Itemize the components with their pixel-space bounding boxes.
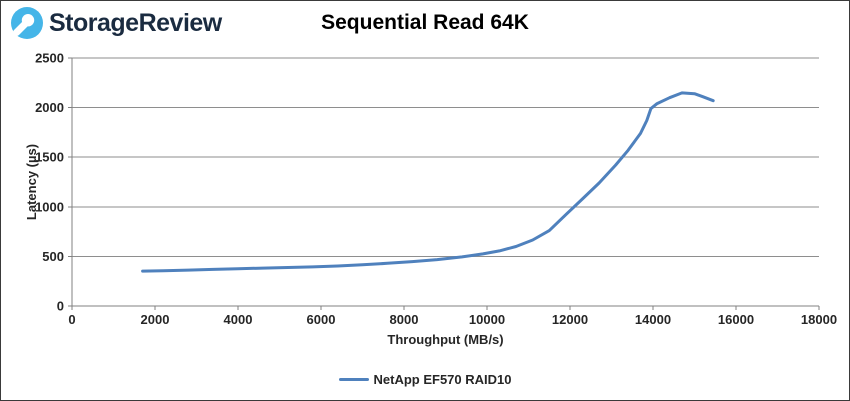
chart-legend: NetApp EF570 RAID10: [1, 372, 849, 387]
y-tick-label: 500: [42, 249, 64, 264]
x-tick-label: 8000: [390, 312, 419, 327]
y-tick-label: 1000: [35, 199, 64, 214]
legend-line-swatch: [338, 378, 369, 381]
x-axis-title: Throughput (MB/s): [387, 332, 504, 347]
legend-series-label: NetApp EF570 RAID10: [373, 372, 512, 387]
x-tick-label: 4000: [224, 312, 253, 327]
x-tick-label: 14000: [635, 312, 671, 327]
y-axis-title: Latency (µs): [24, 143, 39, 221]
y-tick-label: 2000: [35, 100, 64, 115]
storagereview-logo-icon: [11, 7, 43, 39]
x-tick-label: 6000: [307, 312, 336, 327]
y-tick-label: 2500: [35, 51, 64, 66]
x-tick-label: 12000: [552, 312, 588, 327]
y-tick-label: 1500: [35, 150, 64, 165]
chart-title: Sequential Read 64K: [321, 11, 529, 34]
x-tick-label: 0: [68, 312, 75, 327]
site-header: StorageReview: [11, 7, 222, 39]
x-tick-label: 16000: [718, 312, 754, 327]
y-tick-label: 0: [57, 299, 64, 314]
brand-name: StorageReview: [49, 9, 222, 37]
x-tick-label: 18000: [801, 312, 837, 327]
x-tick-label: 2000: [141, 312, 170, 327]
x-tick-label: 10000: [469, 312, 505, 327]
series-line: [141, 91, 715, 273]
